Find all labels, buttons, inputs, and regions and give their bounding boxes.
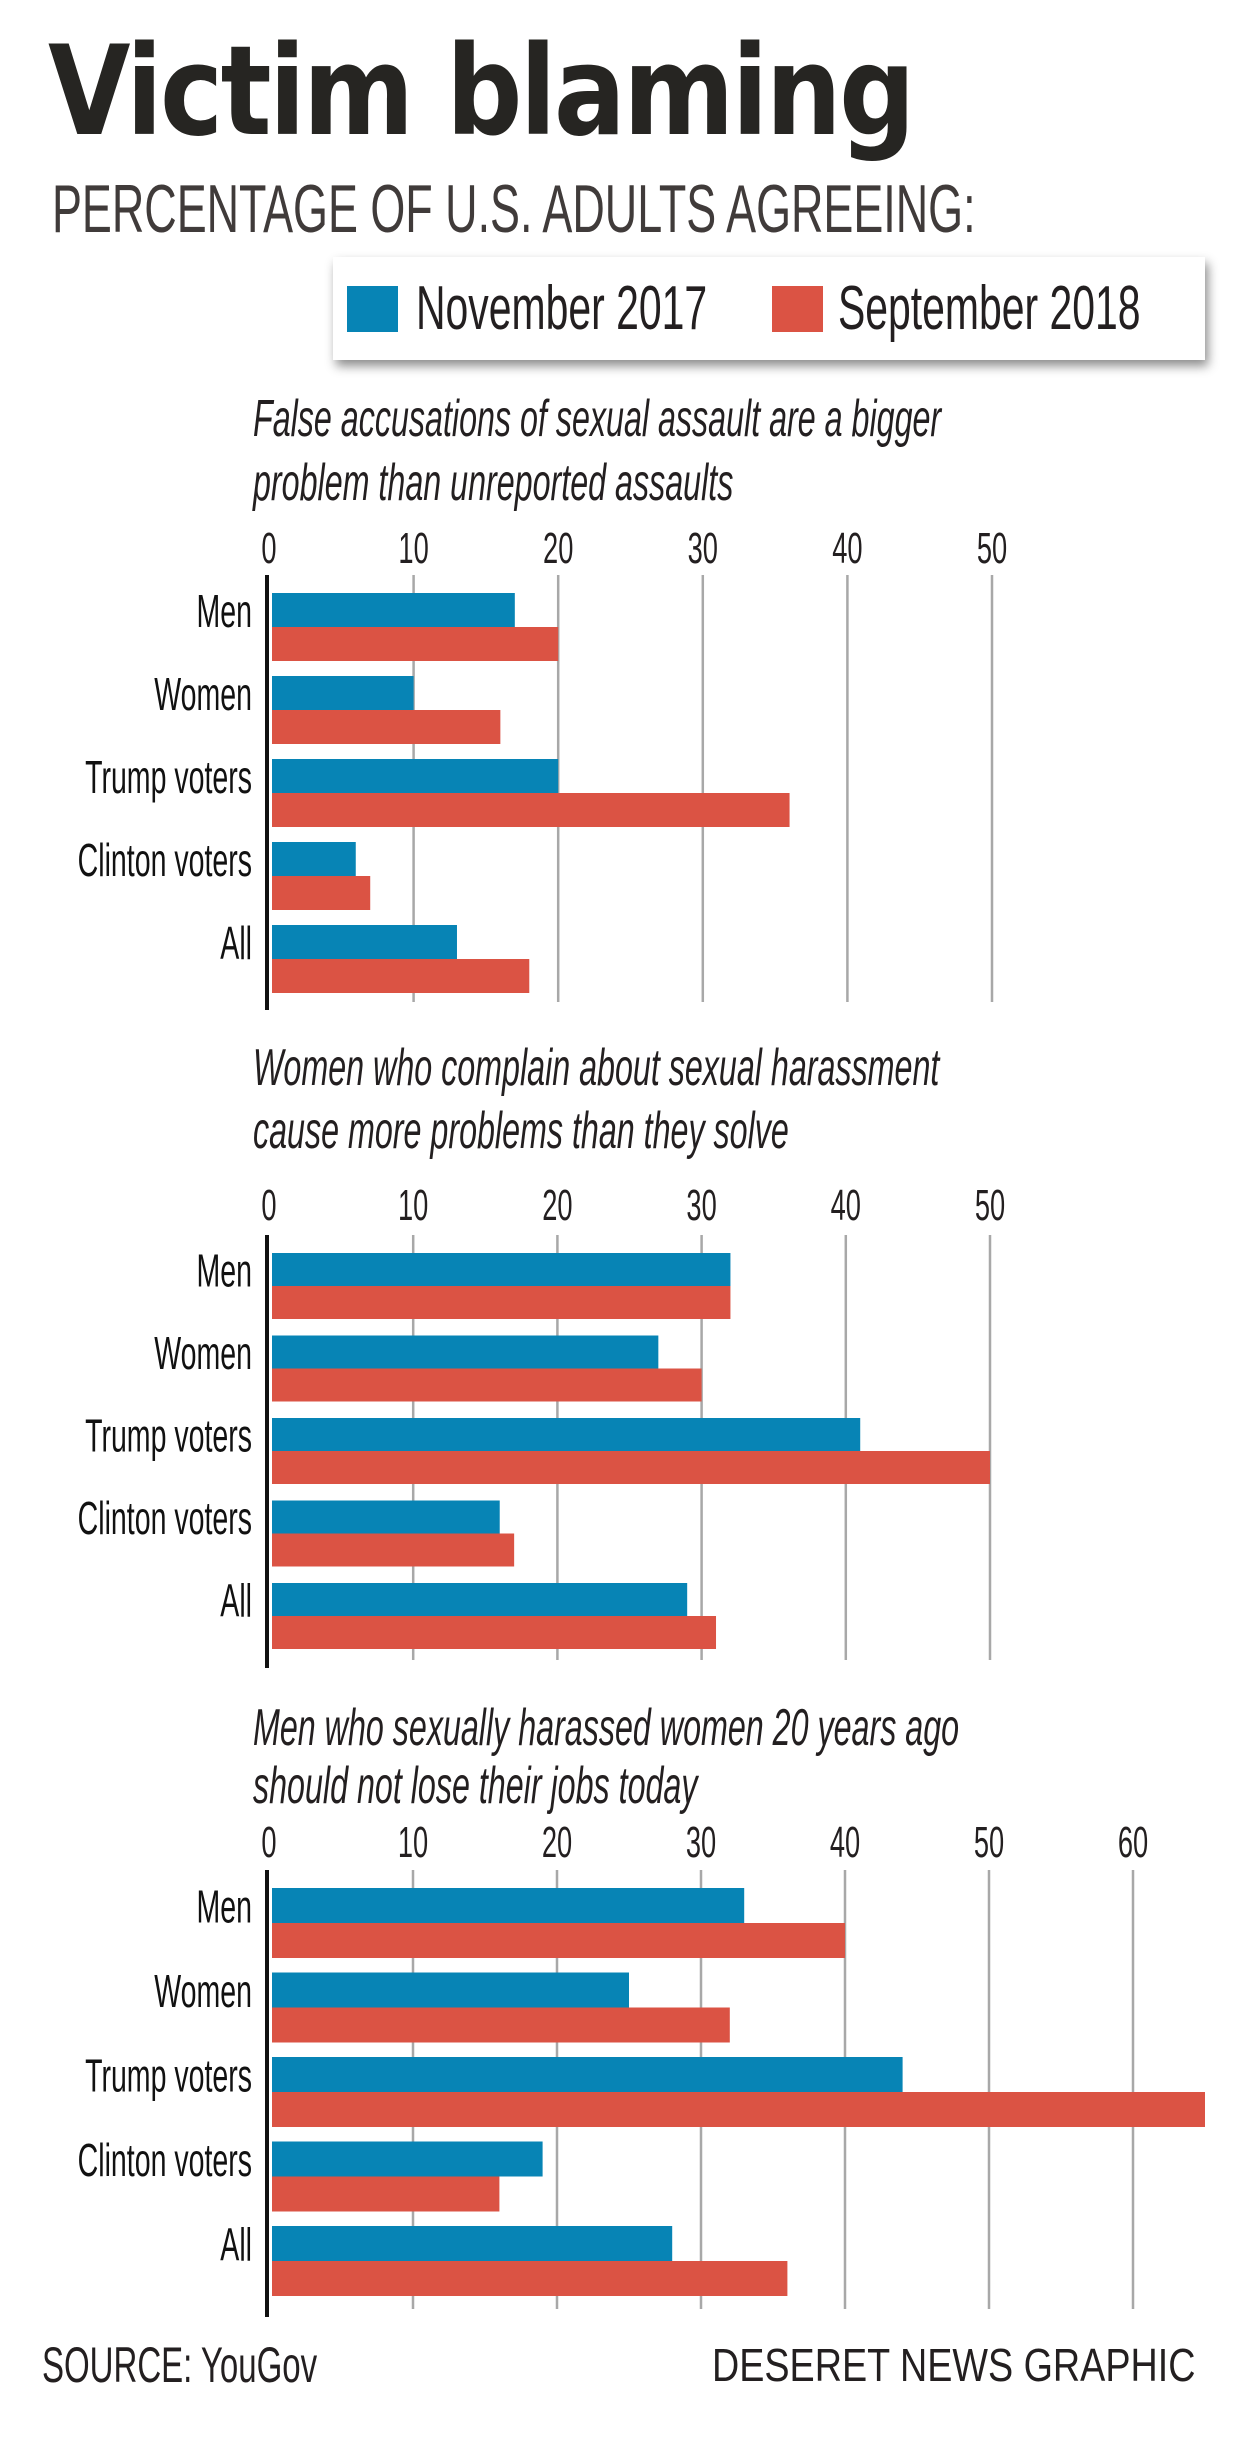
bar-women-september-2018 xyxy=(272,1368,702,1402)
chart-2-title-line-2: cause more problems than they solve xyxy=(253,1102,789,1160)
tick-label-20: 20 xyxy=(542,1180,572,1229)
bar-all-november-2017 xyxy=(272,2226,673,2261)
bar-clinton-voters-november-2017 xyxy=(272,2141,543,2177)
subtitle: PERCENTAGE OF U.S. ADULTS AGREEING: xyxy=(52,174,1251,244)
tick-label-60: 60 xyxy=(1118,1817,1148,1866)
bar-clinton-voters-september-2018 xyxy=(272,2176,500,2212)
category-label-clinton-voters: Clinton voters xyxy=(78,1493,252,1545)
category-label-clinton-voters: Clinton voters xyxy=(78,835,252,887)
bar-all-november-2017 xyxy=(272,1583,688,1616)
bar-men-september-2018 xyxy=(272,1923,845,1958)
bar-men-november-2017 xyxy=(272,1253,731,1286)
main-title: Victim blaming xyxy=(48,22,1054,162)
tick-label-40: 40 xyxy=(830,1817,860,1866)
bar-men-november-2017 xyxy=(272,1888,745,1923)
legend-label-september-2018: September 2018 xyxy=(838,274,1141,343)
chart-2-women-who-complain: 0 10 20 30 40 50 Men Women Trump voters Clinton v… xyxy=(78,1180,1005,1668)
bar-all-september-2018 xyxy=(272,2261,788,2296)
bar-women-november-2017 xyxy=(272,1972,629,2008)
bar-women-september-2018 xyxy=(272,2007,730,2043)
tick-label-30: 30 xyxy=(686,1180,716,1229)
bar-clinton-voters-september-2018 xyxy=(272,876,371,910)
tick-label-30: 30 xyxy=(686,1817,716,1866)
category-label-women: Women xyxy=(154,1966,252,2018)
bar-clinton-voters-september-2018 xyxy=(272,1533,515,1567)
chart-3-title-line-2: should not lose their jobs today xyxy=(253,1757,698,1815)
bar-men-november-2017 xyxy=(272,593,515,627)
tick-label-20: 20 xyxy=(543,523,573,572)
bar-women-november-2017 xyxy=(272,676,414,710)
tick-label-10: 10 xyxy=(398,1180,428,1229)
legend-swatch-september-2018 xyxy=(772,286,823,332)
tick-label-50: 50 xyxy=(977,523,1007,572)
chart-3-men-who-harassed: 0 10 20 30 40 50 60 Men Women Trump voters Clinton… xyxy=(78,1817,1205,2317)
bar-trump-voters-september-2018 xyxy=(272,1451,990,1484)
bar-trump-voters-november-2017 xyxy=(272,1418,861,1451)
bar-men-september-2018 xyxy=(272,627,559,661)
bar-clinton-voters-november-2017 xyxy=(272,842,356,876)
bar-clinton-voters-november-2017 xyxy=(272,1500,500,1534)
chart-1-title-line-1: False accusations of sexual assault are … xyxy=(253,390,942,448)
main-title-text: Victim blaming xyxy=(48,20,915,164)
category-label-clinton-voters: Clinton voters xyxy=(78,2135,252,2187)
credit-line: DESERET NEWS GRAPHIC xyxy=(712,2339,1196,2391)
chart-2-title-line-1: Women who complain about sexual harassme… xyxy=(253,1039,940,1097)
tick-label-0: 0 xyxy=(261,523,276,572)
category-label-women: Women xyxy=(154,1328,252,1380)
bar-men-september-2018 xyxy=(272,1286,731,1319)
category-label-trump-voters: Trump voters xyxy=(85,752,252,804)
tick-label-20: 20 xyxy=(542,1817,572,1866)
subtitle-text: PERCENTAGE OF U.S. ADULTS AGREEING: xyxy=(52,171,976,247)
tick-label-50: 50 xyxy=(975,1180,1005,1229)
tick-label-40: 40 xyxy=(831,1180,861,1229)
chart-3-title-line-1: Men who sexually harassed women 20 years… xyxy=(253,1699,960,1757)
tick-label-50: 50 xyxy=(974,1817,1004,1866)
category-label-men: Men xyxy=(197,1882,252,1934)
tick-label-40: 40 xyxy=(832,523,862,572)
legend-swatch-november-2017 xyxy=(347,286,398,332)
category-label-men: Men xyxy=(197,1246,252,1298)
bar-trump-voters-september-2018 xyxy=(272,793,790,827)
bar-trump-voters-november-2017 xyxy=(272,759,559,793)
category-label-all: All xyxy=(220,1576,252,1628)
tick-label-10: 10 xyxy=(398,523,428,572)
tick-label-0: 0 xyxy=(261,1817,276,1866)
category-label-men: Men xyxy=(197,586,252,638)
category-label-all: All xyxy=(220,2220,252,2272)
category-label-women: Women xyxy=(154,669,252,721)
chart-1-title-line-2: problem than unreported assaults xyxy=(253,454,734,512)
bar-women-september-2018 xyxy=(272,710,501,744)
category-label-trump-voters: Trump voters xyxy=(85,2051,252,2103)
bar-all-november-2017 xyxy=(272,925,457,959)
category-label-trump-voters: Trump voters xyxy=(85,1411,252,1463)
legend: November 2017 September 2018 xyxy=(333,257,1205,360)
category-label-all: All xyxy=(220,918,252,970)
source-note: SOURCE: YouGov xyxy=(42,2337,318,2393)
legend-label-november-2017: November 2017 xyxy=(416,274,708,343)
bar-all-september-2018 xyxy=(272,959,530,993)
bar-trump-voters-november-2017 xyxy=(272,2057,903,2092)
bar-trump-voters-september-2018 xyxy=(272,2092,1205,2127)
tick-label-30: 30 xyxy=(688,523,718,572)
tick-label-10: 10 xyxy=(398,1817,428,1866)
bar-all-september-2018 xyxy=(272,1616,717,1649)
tick-label-0: 0 xyxy=(261,1180,276,1229)
bar-women-november-2017 xyxy=(272,1335,659,1369)
chart-1-false-accusations: 0 10 20 30 40 50 Men Women Trump voters Clinton v… xyxy=(78,523,1007,1010)
